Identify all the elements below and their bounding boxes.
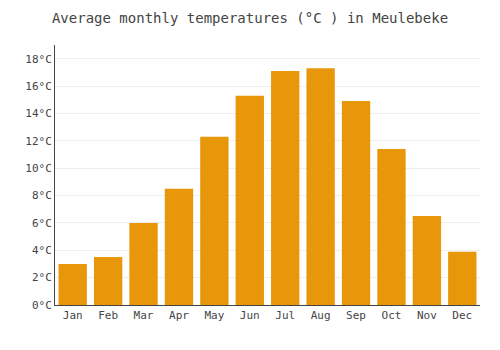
svg-text:0°C: 0°C <box>32 299 52 312</box>
svg-text:16°C: 16°C <box>25 80 52 93</box>
svg-text:6°C: 6°C <box>32 217 52 230</box>
svg-text:Aug: Aug <box>311 309 331 322</box>
svg-text:18°C: 18°C <box>25 53 52 66</box>
svg-text:Average monthly temperatures (: Average monthly temperatures (°C ) in Me… <box>52 10 448 26</box>
svg-text:10°C: 10°C <box>25 162 52 175</box>
svg-text:8°C: 8°C <box>32 189 52 202</box>
svg-text:Jan: Jan <box>63 309 83 322</box>
svg-text:Sep: Sep <box>346 309 366 322</box>
svg-text:2°C: 2°C <box>32 271 52 284</box>
svg-text:Feb: Feb <box>98 309 118 322</box>
svg-text:Jul: Jul <box>275 309 295 322</box>
svg-text:4°C: 4°C <box>32 244 52 257</box>
svg-text:12°C: 12°C <box>25 135 52 148</box>
svg-text:Nov: Nov <box>417 309 437 322</box>
svg-text:Jun: Jun <box>240 309 260 322</box>
svg-text:Mar: Mar <box>134 309 154 322</box>
svg-text:14°C: 14°C <box>25 107 52 120</box>
svg-text:Oct: Oct <box>382 309 402 322</box>
svg-text:Apr: Apr <box>169 309 189 322</box>
svg-text:Dec: Dec <box>452 309 472 322</box>
svg-text:May: May <box>204 309 224 322</box>
